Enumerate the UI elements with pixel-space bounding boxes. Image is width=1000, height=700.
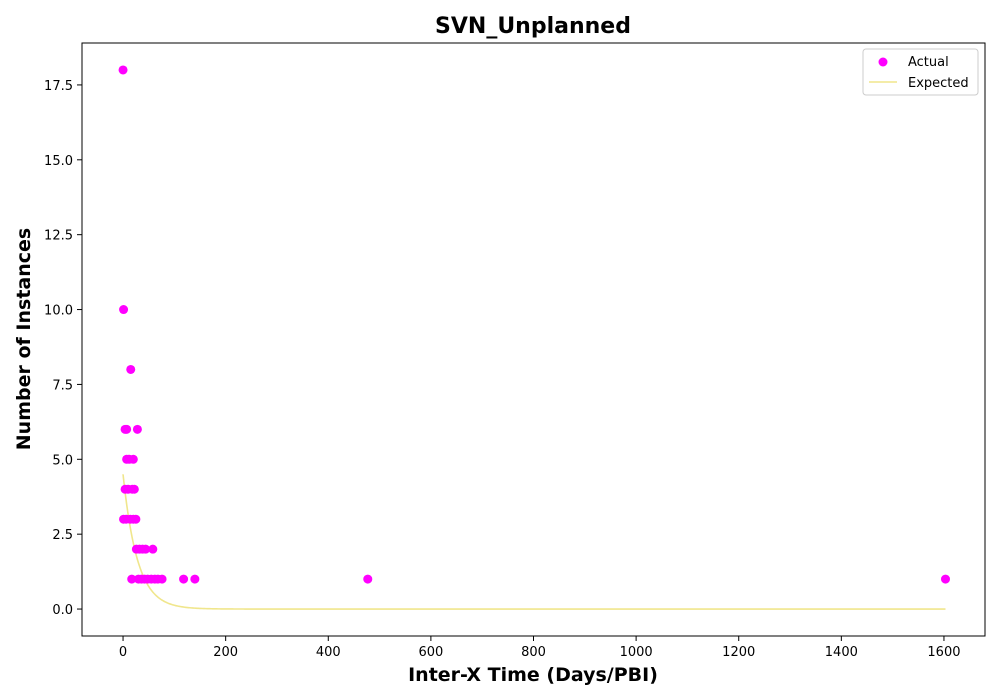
actual-point [132,424,142,434]
x-tick-label: 1400 [825,645,858,660]
y-axis: 0.0 2.5 5.0 7.5 10.0 12.5 15.0 17.5 [44,79,82,618]
y-tick-label: 17.5 [44,79,73,94]
actual-point [157,574,167,584]
y-tick-label: 7.5 [52,378,73,393]
actual-point [126,364,136,374]
actual-point [122,424,132,434]
x-tick-label: 1200 [722,645,755,660]
x-tick-label: 800 [521,645,546,660]
actual-point [148,544,158,554]
y-tick-label: 5.0 [52,453,73,468]
y-tick-label: 12.5 [44,229,73,244]
actual-point [131,514,141,524]
actual-point [141,544,151,554]
actual-point [119,305,129,315]
y-axis-label: Number of Instances [13,228,35,450]
actual-point [190,574,200,584]
expected-line [122,474,946,610]
actual-point [118,65,128,75]
actual-point [129,484,139,494]
legend-actual-label: Actual [908,55,949,70]
x-tick-label: 1600 [927,645,960,660]
x-tick-label: 400 [316,645,341,660]
y-tick-label: 10.0 [44,304,73,319]
legend-expected-label: Expected [908,76,969,91]
actual-point [363,574,373,584]
x-tick-label: 0 [119,645,127,660]
legend-box [862,48,979,96]
x-axis-label: Inter-X Time (Days/PBI) [408,664,658,686]
plot-area [81,42,986,637]
y-tick-label: 2.5 [52,528,73,543]
actual-point [127,574,137,584]
x-tick-label: 1000 [620,645,653,660]
y-tick-label: 0.0 [52,603,73,618]
y-tick-label: 15.0 [44,154,73,169]
x-tick-label: 600 [418,645,443,660]
actual-point [128,454,138,464]
x-tick-label: 200 [213,645,238,660]
legend: Actual Expected [862,48,979,96]
legend-actual-marker [878,57,888,67]
chart-title: SVN_Unplanned [435,14,631,39]
x-axis: 0 200 400 600 800 1000 1200 1400 1600 [119,636,961,660]
actual-series [118,65,950,584]
expected-series [122,474,946,610]
actual-point [179,574,189,584]
actual-point [940,574,950,584]
